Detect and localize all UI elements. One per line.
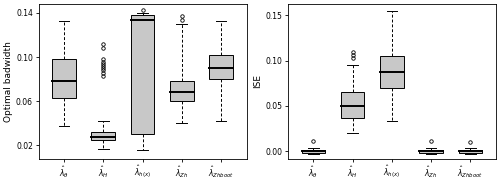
Bar: [92, 132, 115, 140]
Bar: [302, 150, 325, 153]
Y-axis label: ISE: ISE: [254, 74, 262, 88]
Bar: [130, 15, 154, 134]
Bar: [170, 81, 194, 101]
Bar: [341, 92, 364, 118]
Bar: [458, 150, 482, 153]
Bar: [420, 150, 443, 153]
Bar: [209, 55, 233, 79]
Y-axis label: Optimal badwidth: Optimal badwidth: [4, 41, 13, 122]
Bar: [52, 59, 76, 98]
Bar: [380, 56, 404, 88]
